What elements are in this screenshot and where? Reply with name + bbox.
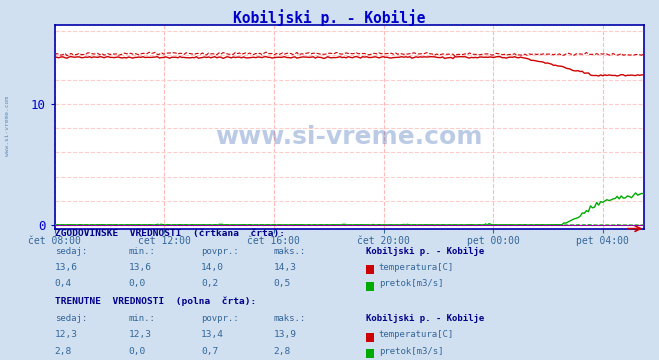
Text: 2,8: 2,8 — [55, 347, 72, 356]
Text: 14,3: 14,3 — [273, 263, 297, 272]
Text: povpr.:: povpr.: — [201, 314, 239, 323]
Text: www.si-vreme.com: www.si-vreme.com — [5, 96, 11, 156]
Text: 13,6: 13,6 — [55, 263, 78, 272]
Text: 12,3: 12,3 — [55, 330, 78, 339]
Text: temperatura[C]: temperatura[C] — [379, 263, 454, 272]
Text: maks.:: maks.: — [273, 314, 306, 323]
Text: Kobiljski p. - Kobilje: Kobiljski p. - Kobilje — [366, 314, 484, 323]
Text: pretok[m3/s]: pretok[m3/s] — [379, 347, 444, 356]
Text: 13,6: 13,6 — [129, 263, 152, 272]
Text: TRENUTNE  VREDNOSTI  (polna  črta):: TRENUTNE VREDNOSTI (polna črta): — [55, 297, 256, 306]
Text: 0,2: 0,2 — [201, 279, 218, 288]
Text: 0,7: 0,7 — [201, 347, 218, 356]
Text: www.si-vreme.com: www.si-vreme.com — [215, 125, 483, 149]
Text: maks.:: maks.: — [273, 247, 306, 256]
Text: sedaj:: sedaj: — [55, 314, 87, 323]
Text: 0,0: 0,0 — [129, 347, 146, 356]
Text: 13,4: 13,4 — [201, 330, 224, 339]
Text: ZGODOVINSKE  VREDNOSTI  (črtkana  črta):: ZGODOVINSKE VREDNOSTI (črtkana črta): — [55, 229, 285, 238]
Text: pretok[m3/s]: pretok[m3/s] — [379, 279, 444, 288]
Text: 2,8: 2,8 — [273, 347, 291, 356]
Text: povpr.:: povpr.: — [201, 247, 239, 256]
Text: 13,9: 13,9 — [273, 330, 297, 339]
Text: 0,0: 0,0 — [129, 279, 146, 288]
Text: Kobiljski p. - Kobilje: Kobiljski p. - Kobilje — [233, 9, 426, 26]
Text: 0,5: 0,5 — [273, 279, 291, 288]
Text: 14,0: 14,0 — [201, 263, 224, 272]
Text: min.:: min.: — [129, 314, 156, 323]
Text: min.:: min.: — [129, 247, 156, 256]
Text: sedaj:: sedaj: — [55, 247, 87, 256]
Text: 0,4: 0,4 — [55, 279, 72, 288]
Text: 12,3: 12,3 — [129, 330, 152, 339]
Text: Kobiljski p. - Kobilje: Kobiljski p. - Kobilje — [366, 247, 484, 256]
Text: temperatura[C]: temperatura[C] — [379, 330, 454, 339]
